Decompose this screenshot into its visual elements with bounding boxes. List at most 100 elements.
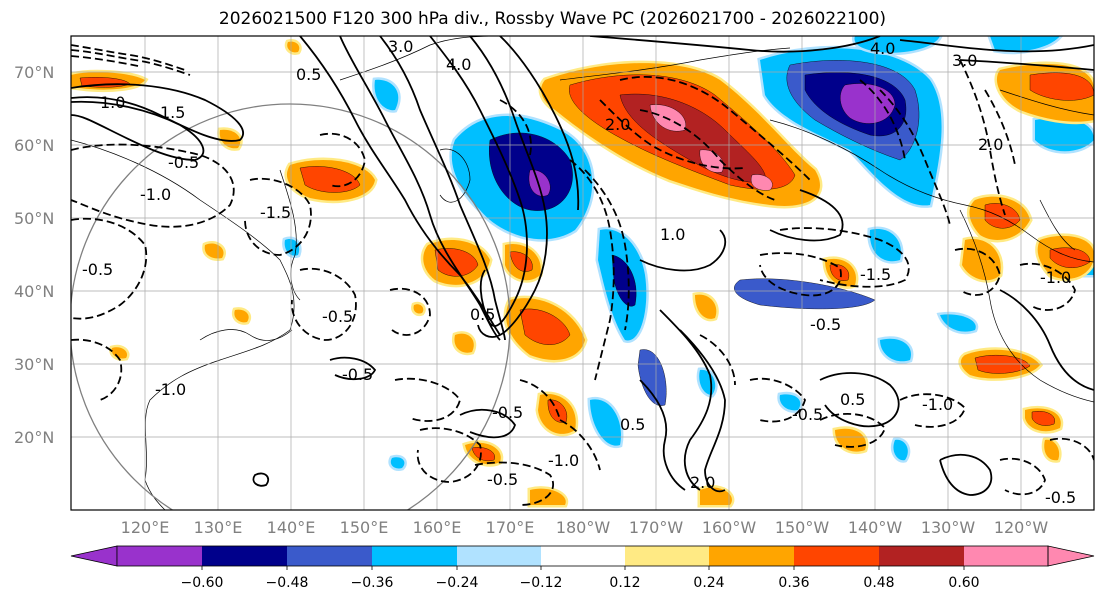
contour-label: -1.0 [155,380,186,399]
colorbar-tick-label: 0.48 [863,575,894,591]
colorbar-frame [116,545,1049,567]
contour-label: -0.5 [168,153,199,172]
contour-label: -1.5 [260,203,291,222]
lat-label: 20°N [14,428,54,447]
contour-label: -1.0 [1040,268,1071,287]
plot-frame [70,35,1095,511]
lon-label: 120°W [994,518,1049,537]
shade-neg-east3 [936,311,979,335]
colorbar: −0.60 −0.48 −0.36 −0.24 −0.12 0.12 0.24 … [70,545,1095,591]
colorbar-segment [964,546,1048,566]
colorbar-high-extend [1047,545,1095,567]
shade-neg-trop3 [388,454,407,471]
colorbar-segment [117,546,202,566]
contour-label: 0.5 [296,65,321,84]
latitude-labels: 70°N 60°N 50°N 40°N 30°N 20°N [14,63,54,447]
influence-circle [71,103,511,510]
contour-label: -0.5 [810,315,841,334]
shade-pos-west6 [411,301,426,316]
contour-label: -1.0 [922,395,953,414]
shade-neg-east2 [877,336,914,364]
colorbar-tick-label: 0.12 [609,575,640,591]
shade-pos-east5-core [1031,411,1055,426]
colorbar-segment [879,546,964,566]
lon-label: 140°E [267,518,316,537]
contour-label: -0.5 [82,260,113,279]
shade-pos-west2 [217,127,243,151]
contour-label: -0.5 [322,307,353,326]
shade-pos-west4 [109,344,130,361]
shade-neg-west-strip [372,77,401,113]
lat-label: 70°N [14,63,54,82]
shade-pos-mid2-core [829,264,850,281]
lon-label: 150°E [340,518,389,537]
shade-pos-mid4 [451,331,477,356]
lon-label: 160°W [702,518,757,537]
lat-label: 50°N [14,209,54,228]
contour-label: 4.0 [446,55,471,74]
contour-label: -0.5 [1045,488,1076,507]
shade-neg-trop4 [696,367,718,398]
shade-neg-pacific-strip [734,278,876,310]
colorbar-segment [457,546,541,566]
shade-neg-trop2 [890,437,911,463]
colorbar-segment [794,546,879,566]
lat-label: 40°N [14,282,54,301]
contour-label: 1.5 [160,103,185,122]
shade-pos-mid3 [692,292,719,322]
contour-label: -1.0 [140,185,171,204]
contour-label: 0.5 [470,305,495,324]
colorbar-tick-label: 0.36 [778,575,809,591]
contour-label: -1.5 [860,265,891,284]
shade-neg-trop1 [777,391,803,413]
colorbar-tick-label: −0.60 [181,575,224,591]
coastlines [71,36,1094,510]
shade-neg-hawaii [587,396,624,449]
contour-label: 4.0 [870,39,895,58]
colorbar-tick-label: 0.24 [693,575,724,591]
contour-label: 2.0 [605,115,630,134]
contour-label: -0.5 [487,470,518,489]
lon-label: 150°W [775,518,830,537]
colorbar-segment [709,546,794,566]
colorbar-tick-label: −0.36 [351,575,394,591]
colorbar-segment [202,546,287,566]
shade-pos-kuril1-core [434,248,479,277]
longitude-labels: 120°E 130°E 140°E 150°E 160°E 170°E 180°… [121,518,1049,537]
lon-label: 130°E [194,518,243,537]
lat-label: 30°N [14,355,54,374]
shade-pos-west1 [202,241,226,261]
solid-contours [71,36,1094,496]
contour-label: 2.0 [978,135,1003,154]
dashed-contours [71,44,1094,506]
contour-label: 3.0 [388,37,413,56]
contour-label: -1.0 [548,451,579,470]
colorbar-segment [372,546,457,566]
contour-label: 2.0 [690,473,715,492]
lon-label: 120°E [121,518,170,537]
shade-neg-central [637,349,667,406]
divergence-shading [71,36,1094,508]
shade-pos-west5 [284,39,302,55]
contour-label: -0.5 [792,405,823,424]
shade-neg-east1 [867,226,904,264]
contour-label: 1.0 [660,225,685,244]
colorbar-tick-label: −0.48 [266,575,309,591]
contour-label: -0.5 [342,365,373,384]
contour-labels: 3.0 2.0 4.0 0.5 1.0 1.5 -0.5 -1.0 -1.5 -… [82,37,1076,507]
contour-label: -0.5 [492,403,523,422]
contour-label: 1.0 [100,93,125,112]
contour-label: 3.0 [952,51,977,70]
shade-pos-mid5-core [471,447,495,461]
colorbar-segment [625,546,709,566]
lon-label: 130°W [921,518,976,537]
contour-label: 0.5 [620,415,645,434]
colorbar-tick-label: −0.12 [520,575,563,591]
shade-pos-east6 [1041,437,1062,463]
lon-label: 160°E [413,518,462,537]
shade-pos-west3 [231,307,252,325]
shade-neg-alaska-inner [840,83,896,124]
lon-label: 180°W [556,518,611,537]
lon-label: 140°W [848,518,903,537]
